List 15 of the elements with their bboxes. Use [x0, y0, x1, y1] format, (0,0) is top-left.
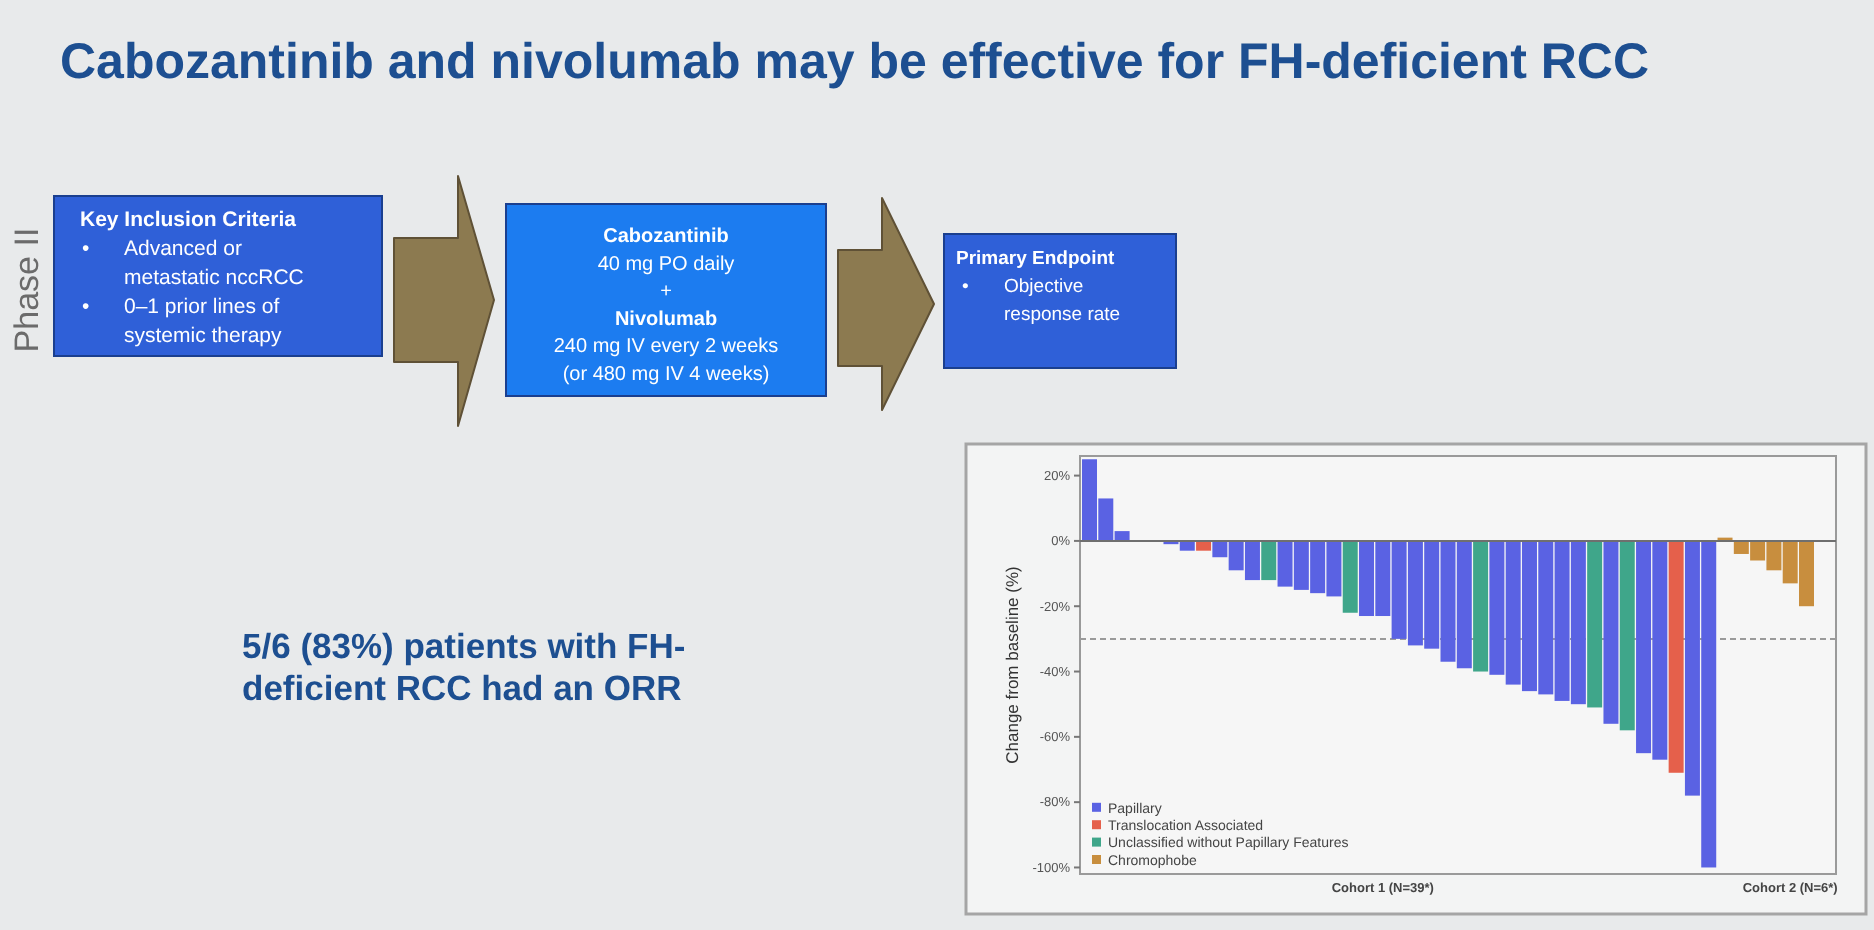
- bar: [1261, 540, 1277, 581]
- bar: [1196, 540, 1212, 551]
- bar: [1342, 540, 1358, 613]
- text: 5/6 (83%) patients with FH- deficient RCC had an ORR: [242, 626, 686, 708]
- y-axis-title: Change from baseline (%): [1002, 565, 1022, 764]
- bar: [1619, 540, 1635, 731]
- text: Cabozantinib 40 mg PO daily + Nivolumab 240 mg IV every 2 weeks (or 480 mg IV 4 weeks): [553, 226, 779, 386]
- text: Key Inclusion Criteria • Advanced or metastatic nccRCC • 0–1 prior lines of systemic therapy: [80, 208, 304, 348]
- text: Phase II: [8, 227, 46, 353]
- bar: [1668, 540, 1684, 773]
- bar: [1473, 540, 1489, 672]
- chart-title: Cabozantinib and nivolumab may be effective for FH-deficient RCC: [60, 34, 1650, 90]
- bar: [1587, 540, 1603, 708]
- bar: [1603, 540, 1619, 724]
- text: Primary Endpoint • Objective response rate: [956, 248, 1121, 326]
